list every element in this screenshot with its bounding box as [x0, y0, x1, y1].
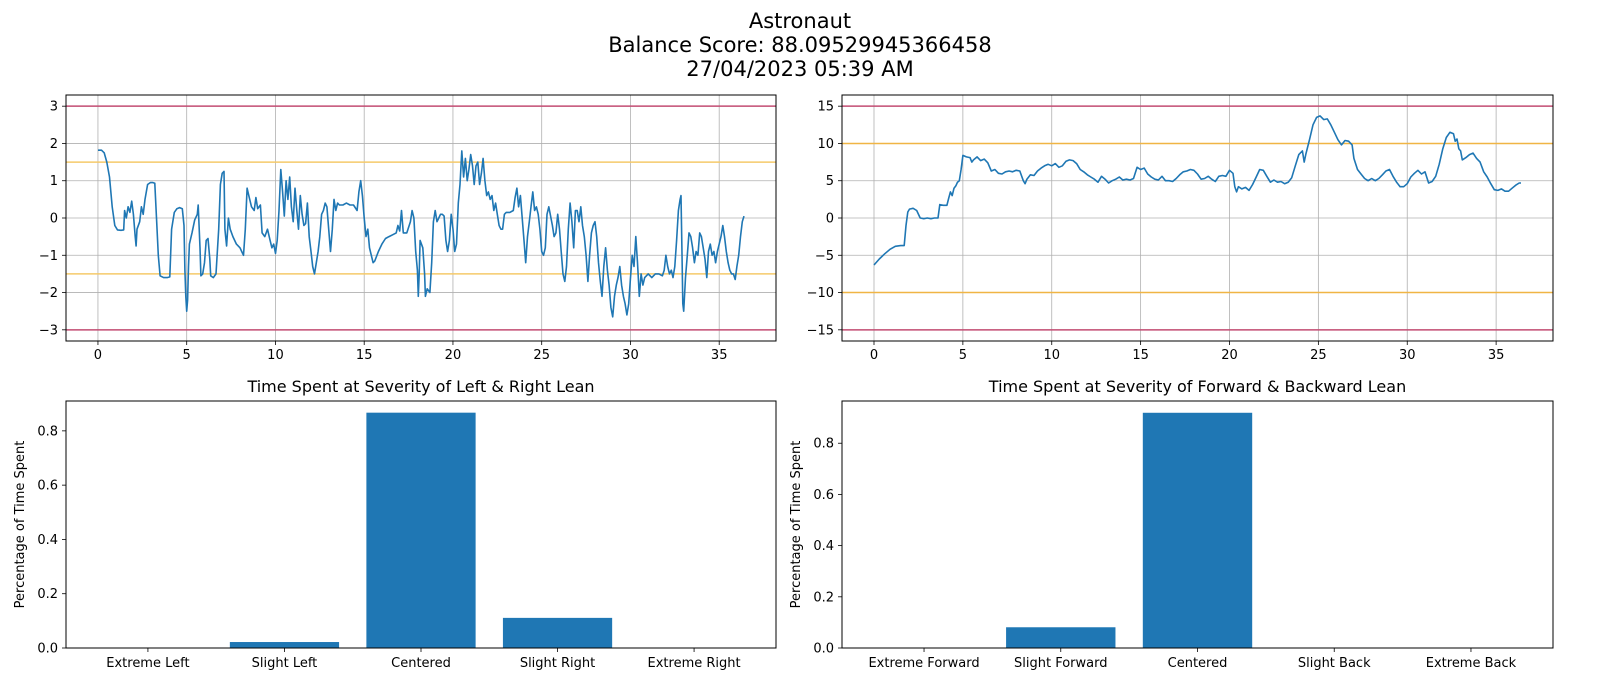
chart-panel-4: Extreme Forward Slight Forward Centered Sli…	[789, 377, 1554, 671]
axes-frame	[65, 94, 777, 342]
category-label: Extreme Forward	[868, 656, 979, 671]
figure-title-line-name: Astronaut	[748, 9, 852, 33]
bar	[229, 642, 340, 648]
x-tick-label: 25	[533, 348, 550, 363]
y-tick-label: 0.6	[37, 479, 58, 494]
y-tick-label: −2	[39, 286, 58, 301]
y-tick-label: −10	[807, 286, 834, 301]
y-tick-label: 10	[817, 137, 834, 152]
y-tick-label: −5	[815, 249, 834, 264]
category-label: Slight Back	[1298, 656, 1371, 671]
axes-frame	[65, 400, 777, 649]
series-line	[98, 149, 745, 318]
bar	[1142, 412, 1253, 648]
y-tick-label: 0.8	[813, 437, 834, 452]
y-tick-label: 0.2	[37, 587, 58, 602]
bar	[366, 412, 476, 648]
x-tick-label: 25	[1310, 348, 1327, 363]
bar	[1006, 627, 1116, 648]
y-tick-label: 15	[817, 100, 834, 115]
y-tick-label: 2	[50, 137, 58, 152]
category-label: Slight Forward	[1014, 656, 1107, 671]
axes-frame	[841, 94, 1554, 342]
x-tick-label: 5	[183, 348, 191, 363]
series-line	[873, 115, 1521, 266]
y-tick-label: 0.4	[37, 533, 58, 548]
chart-title: Time Spent at Severity of Forward & Back…	[988, 377, 1406, 396]
chart-title: Time Spent at Severity of Left & Right L…	[246, 377, 594, 396]
y-tick-label: 0.8	[37, 424, 58, 439]
y-axis-label: Percentage of Time Spent	[789, 441, 804, 609]
y-tick-label: 5	[826, 174, 834, 189]
y-tick-label: 1	[50, 174, 58, 189]
x-tick-label: 0	[94, 348, 102, 363]
x-tick-label: 5	[959, 348, 967, 363]
category-label: Extreme Back	[1426, 656, 1517, 671]
axes-frame	[841, 400, 1554, 649]
x-tick-label: 35	[711, 348, 728, 363]
category-label: Slight Right	[520, 656, 595, 671]
figure-title: Astronaut Balance Score: 88.095299453664…	[0, 9, 1600, 81]
y-tick-label: 0.0	[813, 642, 834, 657]
x-tick-label: 30	[1399, 348, 1416, 363]
x-tick-label: 10	[1043, 348, 1060, 363]
x-tick-label: 15	[1132, 348, 1149, 363]
category-label: Extreme Right	[648, 656, 741, 671]
y-tick-label: −3	[39, 323, 58, 338]
y-tick-label: −15	[807, 323, 834, 338]
y-tick-label: 0	[50, 212, 58, 227]
y-tick-label: 3	[50, 100, 58, 115]
x-tick-label: 10	[267, 348, 284, 363]
y-tick-label: 0	[826, 212, 834, 227]
y-tick-label: 0.0	[37, 642, 58, 657]
x-tick-label: 20	[1221, 348, 1238, 363]
figure-title-line-date: 27/04/2023 05:39 AM	[686, 57, 914, 81]
chart-panel-2: 0 5 10 15 20 25 30 35 −15 −10 −5 0 5 10 15	[807, 94, 1554, 363]
chart-panel-3: Extreme Left Slight Left Centered Slight Ri…	[13, 377, 777, 671]
y-tick-label: 0.4	[813, 539, 834, 554]
category-label: Slight Left	[252, 656, 318, 671]
bar	[502, 617, 613, 648]
x-tick-label: 30	[622, 348, 639, 363]
y-tick-label: −1	[39, 249, 58, 264]
category-label: Centered	[391, 656, 451, 671]
y-axis-label: Percentage of Time Spent	[13, 441, 28, 609]
figure-title-line-score: Balance Score: 88.09529945366458	[608, 33, 992, 57]
y-tick-label: 0.6	[813, 488, 834, 503]
x-tick-label: 35	[1488, 348, 1505, 363]
x-tick-label: 15	[356, 348, 373, 363]
x-tick-label: 20	[445, 348, 462, 363]
category-label: Centered	[1168, 656, 1228, 671]
chart-panel-1: 0 5 10 15 20 25 30 35 −3 −2 −1 0 1 2 3	[39, 94, 777, 363]
category-label: Extreme Left	[106, 656, 189, 671]
x-tick-label: 0	[870, 348, 878, 363]
y-tick-label: 0.2	[813, 590, 834, 605]
